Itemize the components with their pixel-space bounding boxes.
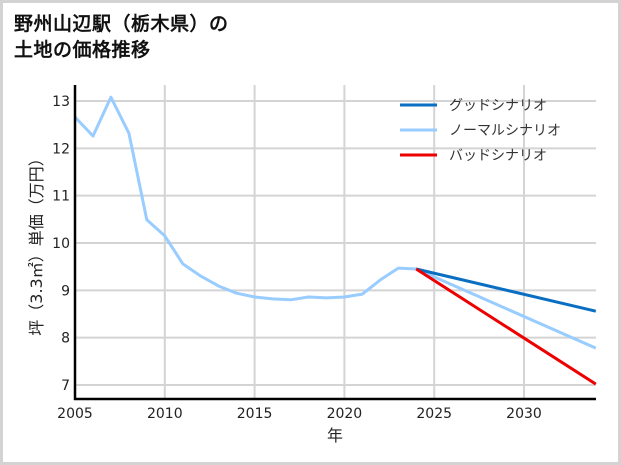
title-line-1: 野州山辺駅（栃木県）の: [14, 13, 229, 35]
gridlines: [75, 85, 596, 399]
y-tick-label: 7: [61, 378, 70, 394]
y-tick-label: 9: [61, 283, 70, 299]
y-tick-label: 11: [52, 189, 70, 205]
tick-labels: 7 8 9 10 11 12 13 2005 2010 2015 2020 2025 2030: [52, 94, 542, 422]
x-tick-label: 2020: [327, 406, 363, 422]
y-tick-label: 13: [52, 94, 70, 110]
x-tick-label: 2010: [147, 406, 183, 422]
legend-label: バッドシナリオ: [449, 148, 547, 164]
series-line: [415, 267, 597, 313]
series-line: [73, 95, 597, 350]
series-lines: [73, 95, 597, 386]
title-line-2: 土地の価格推移: [14, 39, 151, 61]
chart-title: 野州山辺駅（栃木県）の 土地の価格推移: [14, 11, 229, 63]
y-tick-label: 10: [52, 236, 70, 252]
legend-label: グッドシナリオ: [449, 98, 547, 114]
y-axis-label: 坪（3.3㎡）単価（万円）: [27, 150, 46, 335]
x-axis-label: 年: [327, 426, 343, 445]
y-tick-label: 12: [52, 141, 70, 157]
x-tick-label: 2025: [416, 406, 452, 422]
x-tick-label: 2015: [237, 406, 273, 422]
legend-label: ノーマルシナリオ: [449, 123, 561, 139]
x-tick-label: 2030: [506, 406, 542, 422]
x-tick-label: 2005: [57, 406, 93, 422]
axes: [73, 85, 596, 401]
series-line: [415, 267, 597, 386]
y-tick-label: 8: [61, 331, 70, 347]
